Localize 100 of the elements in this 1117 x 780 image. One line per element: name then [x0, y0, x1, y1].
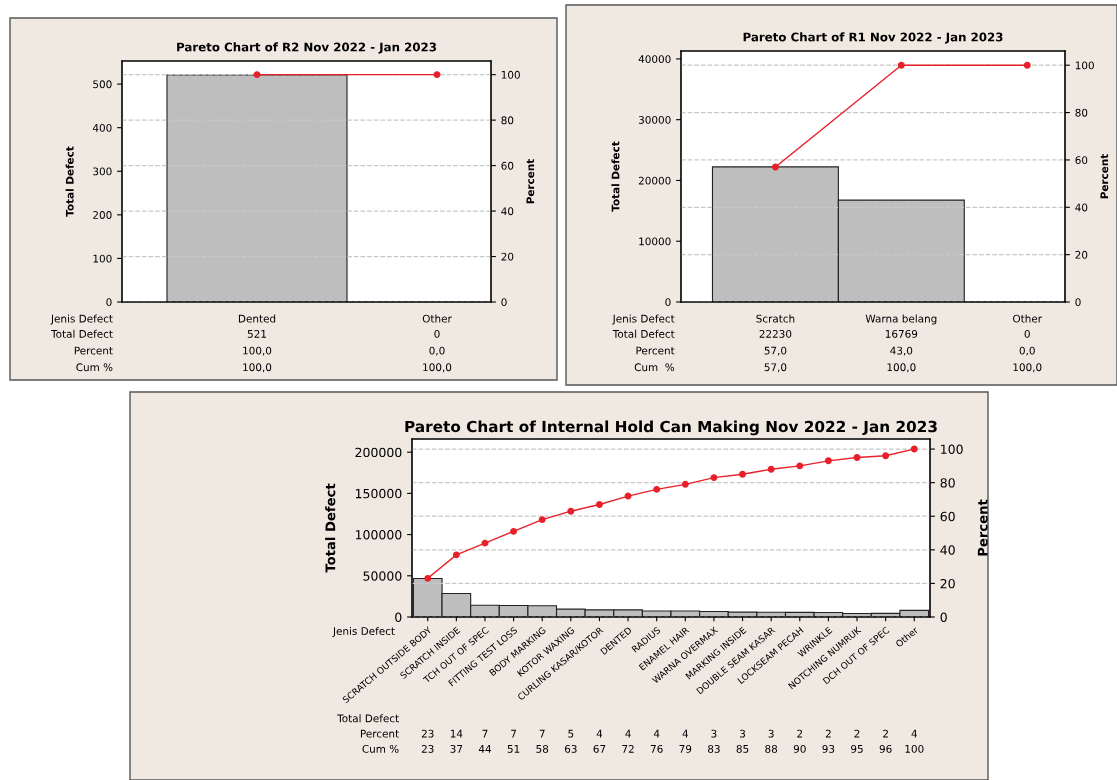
text: 14 [450, 729, 463, 738]
data-label: 57,0 [764, 363, 787, 373]
y-tick-label: 500 [93, 80, 112, 89]
y2-tick-label: 60 [940, 511, 955, 522]
text: Percent [74, 346, 113, 355]
data-label: 44 [478, 745, 492, 753]
point [739, 470, 747, 478]
y2-tick-label: 80 [1075, 108, 1088, 117]
text: 7 [482, 729, 488, 738]
y2-tick-label: 40 [1075, 203, 1088, 212]
text: Total Defect [51, 329, 113, 338]
text: 2 [797, 729, 803, 738]
y2-axis-title: Percent [1100, 154, 1109, 199]
chart-title: Pareto Chart of R1 Nov 2022 - Jan 2023 [743, 32, 1003, 44]
text: Total Defect [612, 329, 675, 338]
text: 0,0 [1019, 346, 1035, 356]
x-axis-title: Jenis Defect [612, 314, 675, 325]
text: 23 [421, 729, 434, 738]
y-tick-label: 0 [395, 612, 402, 622]
point [481, 539, 489, 547]
point [853, 453, 861, 461]
data-label: 0 [434, 329, 440, 338]
text: 2 [883, 729, 888, 738]
x-tick-label: Other [422, 314, 452, 323]
y2-tick-label: 0 [501, 298, 507, 307]
data-label: 76 [650, 744, 663, 753]
text: Cum % [76, 363, 113, 372]
data-label: 521 [247, 329, 266, 338]
y-axis-title: Total Defect [325, 483, 336, 573]
point [510, 527, 518, 535]
y-tick-label: 0 [106, 298, 112, 307]
y2-axis-title: Percent [977, 499, 988, 556]
point [567, 507, 575, 515]
data-label: 22230 [759, 329, 792, 338]
text: Total Defect [337, 714, 399, 723]
y2-tick-label: 100 [1075, 61, 1094, 70]
y-tick-label: 10000 [639, 237, 671, 246]
text: 2 [854, 729, 860, 738]
text: 43,0 [890, 346, 913, 356]
text: 4 [911, 729, 917, 738]
text: 100,0 [243, 346, 272, 356]
data-label: 16769 [885, 329, 918, 338]
y2-tick-label: 20 [940, 578, 955, 589]
data-label: 88 [765, 744, 778, 753]
text: Cum % [362, 744, 399, 753]
y-tick-label: 100000 [355, 530, 402, 540]
data-label: 100,0 [243, 363, 272, 373]
text: 3 [711, 729, 717, 738]
data-label: 100,0 [423, 363, 452, 373]
data-label: 0 [1024, 329, 1030, 338]
y-tick-label: 40000 [638, 55, 671, 64]
point [452, 551, 460, 559]
text: Percent [636, 346, 675, 355]
y2-tick-label: 20 [501, 252, 514, 261]
y-axis-title: Total Defect [65, 146, 74, 217]
data-label: 100,0 [887, 363, 916, 373]
point [681, 480, 689, 488]
data-label: 67 [593, 744, 606, 753]
point [424, 574, 432, 582]
point [538, 516, 546, 524]
y2-axis-title: Percent [526, 159, 535, 204]
y2-tick-label: 0 [940, 612, 947, 622]
data-label: 85 [736, 744, 749, 753]
data-label: 100 [905, 744, 924, 753]
text: 4 [653, 729, 660, 738]
chart-title: Pareto Chart of R2 Nov 2022 - Jan 2023 [177, 42, 437, 54]
y-tick-label: 50000 [363, 571, 402, 581]
x-tick-label: Other [1013, 314, 1043, 323]
y-tick-label: 0 [665, 298, 671, 307]
text: 7 [511, 729, 517, 738]
x-axis-title: Jenis Defect [50, 314, 113, 325]
text: 5 [568, 729, 574, 738]
data-label: 90 [793, 744, 806, 753]
y2-tick-label: 40 [940, 545, 955, 555]
text: 2 [825, 729, 831, 738]
y-tick-label: 400 [92, 123, 112, 132]
chart-title: Pareto Chart of Internal Hold Can Making Nov 2022 - Jan 2023 [405, 420, 937, 436]
data-label: 93 [822, 744, 835, 753]
text: 4 [625, 729, 631, 738]
text: 7 [539, 729, 545, 738]
y2-tick-label: 80 [501, 116, 514, 125]
data-label: 63 [564, 744, 577, 753]
data-label: 72 [622, 744, 634, 753]
y-tick-label: 150000 [355, 488, 402, 499]
data-label: 58 [536, 744, 549, 753]
y-tick-label: 300 [93, 167, 112, 176]
x-tick-label: Dented [238, 314, 276, 323]
text: 4 [596, 729, 603, 738]
data-label: 51 [507, 745, 520, 753]
point [595, 501, 603, 508]
y2-tick-label: 100 [941, 444, 963, 454]
text: 57,0 [764, 346, 787, 356]
point [624, 492, 632, 500]
text: 3 [740, 729, 746, 738]
y2-tick-label: 20 [1075, 250, 1088, 259]
point [824, 457, 832, 465]
text: 4 [682, 729, 689, 738]
y-tick-label: 20000 [638, 176, 671, 185]
x-axis-title: Jenis Defect [332, 626, 395, 637]
data-label: 37 [450, 744, 463, 753]
